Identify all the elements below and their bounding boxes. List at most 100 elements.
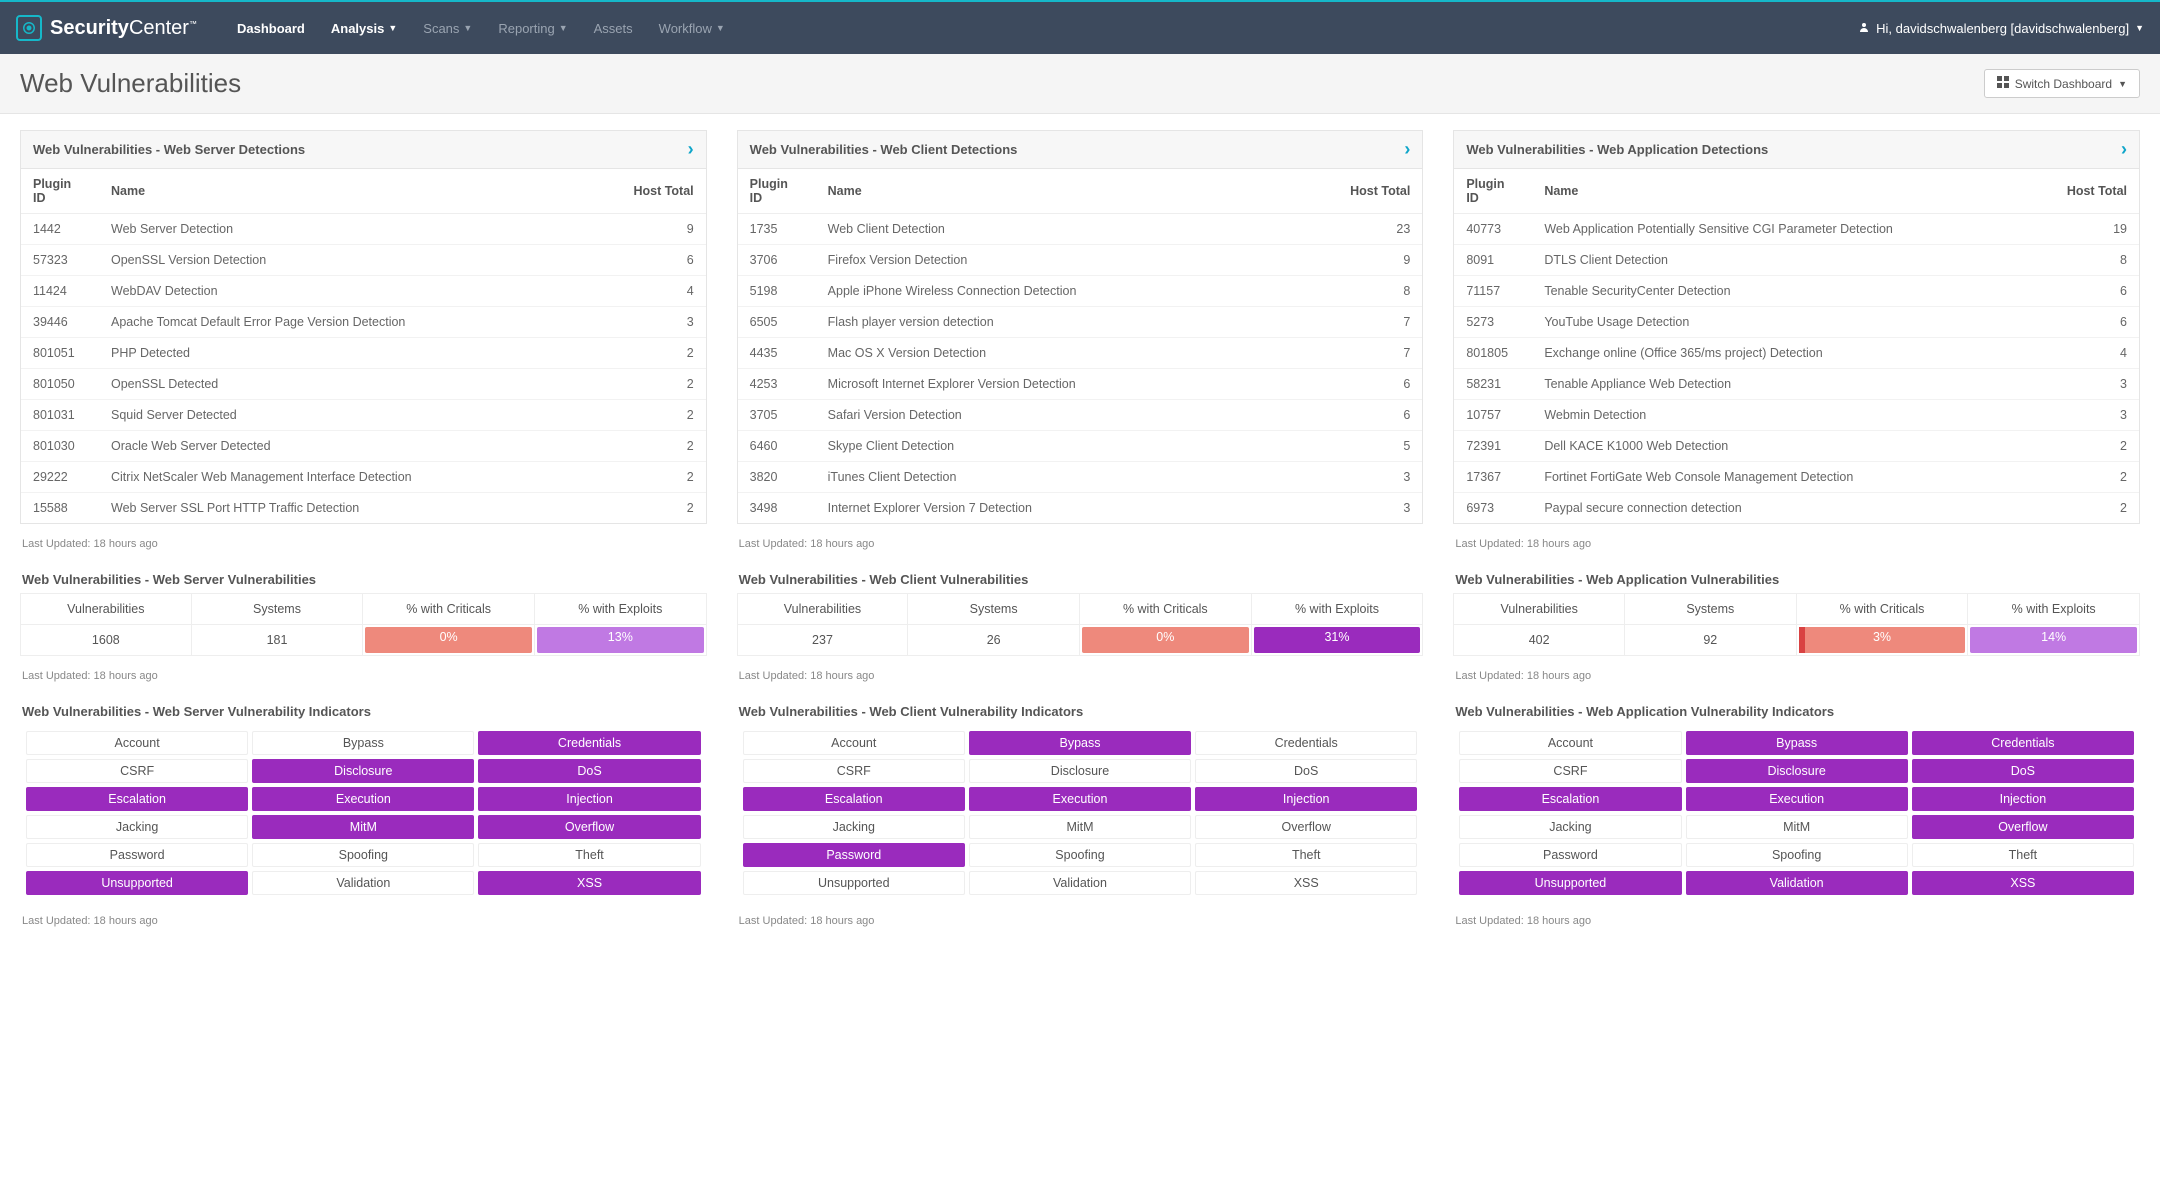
cell-exploits[interactable]: 31% bbox=[1252, 625, 1424, 656]
indicator-validation[interactable]: Validation bbox=[252, 871, 474, 895]
indicator-mitm[interactable]: MitM bbox=[1686, 815, 1908, 839]
table-row[interactable]: 11424 WebDAV Detection 4 bbox=[21, 276, 706, 307]
indicator-validation[interactable]: Validation bbox=[969, 871, 1191, 895]
indicator-credentials[interactable]: Credentials bbox=[478, 731, 700, 755]
indicator-disclosure[interactable]: Disclosure bbox=[252, 759, 474, 783]
cell-systems[interactable]: 26 bbox=[908, 625, 1080, 656]
cell-systems[interactable]: 92 bbox=[1625, 625, 1797, 656]
indicator-mitm[interactable]: MitM bbox=[252, 815, 474, 839]
table-row[interactable]: 17367 Fortinet FortiGate Web Console Man… bbox=[1454, 462, 2139, 493]
indicator-spoofing[interactable]: Spoofing bbox=[1686, 843, 1908, 867]
indicator-overflow[interactable]: Overflow bbox=[1912, 815, 2134, 839]
table-row[interactable]: 8091 DTLS Client Detection 8 bbox=[1454, 245, 2139, 276]
cell-exploits[interactable]: 14% bbox=[1968, 625, 2140, 656]
indicator-credentials[interactable]: Credentials bbox=[1195, 731, 1417, 755]
indicator-escalation[interactable]: Escalation bbox=[26, 787, 248, 811]
chevron-right-icon[interactable]: › bbox=[2121, 139, 2127, 160]
indicator-mitm[interactable]: MitM bbox=[969, 815, 1191, 839]
indicator-dos[interactable]: DoS bbox=[478, 759, 700, 783]
indicator-unsupported[interactable]: Unsupported bbox=[743, 871, 965, 895]
table-row[interactable]: 3706 Firefox Version Detection 9 bbox=[738, 245, 1423, 276]
indicator-validation[interactable]: Validation bbox=[1686, 871, 1908, 895]
table-row[interactable]: 40773 Web Application Potentially Sensit… bbox=[1454, 214, 2139, 245]
table-row[interactable]: 3820 iTunes Client Detection 3 bbox=[738, 462, 1423, 493]
indicator-theft[interactable]: Theft bbox=[1195, 843, 1417, 867]
cell-vulnerabilities[interactable]: 1608 bbox=[20, 625, 192, 656]
nav-analysis[interactable]: Analysis▼ bbox=[331, 21, 397, 36]
indicator-jacking[interactable]: Jacking bbox=[743, 815, 965, 839]
indicator-dos[interactable]: DoS bbox=[1912, 759, 2134, 783]
table-row[interactable]: 801805 Exchange online (Office 365/ms pr… bbox=[1454, 338, 2139, 369]
user-menu[interactable]: Hi, davidschwalenberg [davidschwalenberg… bbox=[1858, 21, 2144, 36]
indicator-xss[interactable]: XSS bbox=[478, 871, 700, 895]
indicator-theft[interactable]: Theft bbox=[478, 843, 700, 867]
indicator-bypass[interactable]: Bypass bbox=[1686, 731, 1908, 755]
nav-scans[interactable]: Scans▼ bbox=[423, 21, 472, 36]
indicator-account[interactable]: Account bbox=[743, 731, 965, 755]
nav-workflow[interactable]: Workflow▼ bbox=[659, 21, 725, 36]
table-row[interactable]: 6460 Skype Client Detection 5 bbox=[738, 431, 1423, 462]
cell-vulnerabilities[interactable]: 237 bbox=[737, 625, 909, 656]
indicator-password[interactable]: Password bbox=[26, 843, 248, 867]
indicator-execution[interactable]: Execution bbox=[1686, 787, 1908, 811]
indicator-csrf[interactable]: CSRF bbox=[743, 759, 965, 783]
indicator-execution[interactable]: Execution bbox=[969, 787, 1191, 811]
indicator-theft[interactable]: Theft bbox=[1912, 843, 2134, 867]
cell-vulnerabilities[interactable]: 402 bbox=[1453, 625, 1625, 656]
indicator-injection[interactable]: Injection bbox=[1195, 787, 1417, 811]
table-row[interactable]: 1442 Web Server Detection 9 bbox=[21, 214, 706, 245]
cell-criticals[interactable]: 3% bbox=[1797, 625, 1969, 656]
cell-exploits[interactable]: 13% bbox=[535, 625, 707, 656]
nav-assets[interactable]: Assets bbox=[594, 21, 633, 36]
cell-criticals[interactable]: 0% bbox=[1080, 625, 1252, 656]
indicator-spoofing[interactable]: Spoofing bbox=[969, 843, 1191, 867]
chevron-right-icon[interactable]: › bbox=[688, 139, 694, 160]
table-row[interactable]: 39446 Apache Tomcat Default Error Page V… bbox=[21, 307, 706, 338]
indicator-xss[interactable]: XSS bbox=[1195, 871, 1417, 895]
indicator-injection[interactable]: Injection bbox=[1912, 787, 2134, 811]
table-row[interactable]: 801050 OpenSSL Detected 2 bbox=[21, 369, 706, 400]
indicator-jacking[interactable]: Jacking bbox=[26, 815, 248, 839]
switch-dashboard-button[interactable]: Switch Dashboard ▼ bbox=[1984, 69, 2140, 98]
table-row[interactable]: 4253 Microsoft Internet Explorer Version… bbox=[738, 369, 1423, 400]
chevron-right-icon[interactable]: › bbox=[1404, 139, 1410, 160]
indicator-injection[interactable]: Injection bbox=[478, 787, 700, 811]
indicator-overflow[interactable]: Overflow bbox=[478, 815, 700, 839]
table-row[interactable]: 3498 Internet Explorer Version 7 Detecti… bbox=[738, 493, 1423, 524]
table-row[interactable]: 6505 Flash player version detection 7 bbox=[738, 307, 1423, 338]
brand[interactable]: SecurityCenter™ bbox=[16, 15, 197, 41]
table-row[interactable]: 1735 Web Client Detection 23 bbox=[738, 214, 1423, 245]
table-row[interactable]: 6973 Paypal secure connection detection … bbox=[1454, 493, 2139, 524]
indicator-disclosure[interactable]: Disclosure bbox=[969, 759, 1191, 783]
table-row[interactable]: 801031 Squid Server Detected 2 bbox=[21, 400, 706, 431]
cell-systems[interactable]: 181 bbox=[192, 625, 364, 656]
indicator-bypass[interactable]: Bypass bbox=[252, 731, 474, 755]
table-row[interactable]: 72391 Dell KACE K1000 Web Detection 2 bbox=[1454, 431, 2139, 462]
indicator-overflow[interactable]: Overflow bbox=[1195, 815, 1417, 839]
indicator-xss[interactable]: XSS bbox=[1912, 871, 2134, 895]
indicator-unsupported[interactable]: Unsupported bbox=[1459, 871, 1681, 895]
table-row[interactable]: 4435 Mac OS X Version Detection 7 bbox=[738, 338, 1423, 369]
indicator-credentials[interactable]: Credentials bbox=[1912, 731, 2134, 755]
indicator-spoofing[interactable]: Spoofing bbox=[252, 843, 474, 867]
indicator-csrf[interactable]: CSRF bbox=[26, 759, 248, 783]
indicator-jacking[interactable]: Jacking bbox=[1459, 815, 1681, 839]
table-row[interactable]: 5198 Apple iPhone Wireless Connection De… bbox=[738, 276, 1423, 307]
indicator-disclosure[interactable]: Disclosure bbox=[1686, 759, 1908, 783]
indicator-password[interactable]: Password bbox=[743, 843, 965, 867]
table-row[interactable]: 801030 Oracle Web Server Detected 2 bbox=[21, 431, 706, 462]
table-row[interactable]: 29222 Citrix NetScaler Web Management In… bbox=[21, 462, 706, 493]
indicator-unsupported[interactable]: Unsupported bbox=[26, 871, 248, 895]
nav-reporting[interactable]: Reporting▼ bbox=[498, 21, 567, 36]
table-row[interactable]: 57323 OpenSSL Version Detection 6 bbox=[21, 245, 706, 276]
table-row[interactable]: 801051 PHP Detected 2 bbox=[21, 338, 706, 369]
table-row[interactable]: 71157 Tenable SecurityCenter Detection 6 bbox=[1454, 276, 2139, 307]
indicator-dos[interactable]: DoS bbox=[1195, 759, 1417, 783]
indicator-csrf[interactable]: CSRF bbox=[1459, 759, 1681, 783]
indicator-escalation[interactable]: Escalation bbox=[1459, 787, 1681, 811]
indicator-execution[interactable]: Execution bbox=[252, 787, 474, 811]
nav-dashboard[interactable]: Dashboard bbox=[237, 21, 305, 36]
indicator-account[interactable]: Account bbox=[26, 731, 248, 755]
table-row[interactable]: 10757 Webmin Detection 3 bbox=[1454, 400, 2139, 431]
table-row[interactable]: 3705 Safari Version Detection 6 bbox=[738, 400, 1423, 431]
